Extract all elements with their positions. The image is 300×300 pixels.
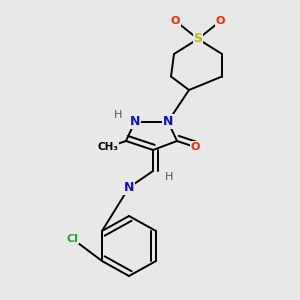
Text: O: O — [171, 16, 180, 26]
Text: N: N — [130, 115, 140, 128]
Text: H: H — [165, 172, 174, 182]
Text: N: N — [124, 181, 134, 194]
Text: Cl: Cl — [66, 233, 78, 244]
Text: N: N — [163, 115, 173, 128]
Text: H: H — [114, 110, 123, 121]
Text: O: O — [190, 142, 200, 152]
Text: S: S — [194, 32, 202, 46]
Text: H: H — [114, 110, 123, 121]
Text: O: O — [216, 16, 225, 26]
Text: CH₃: CH₃ — [98, 142, 118, 152]
Text: H: H — [165, 172, 174, 182]
